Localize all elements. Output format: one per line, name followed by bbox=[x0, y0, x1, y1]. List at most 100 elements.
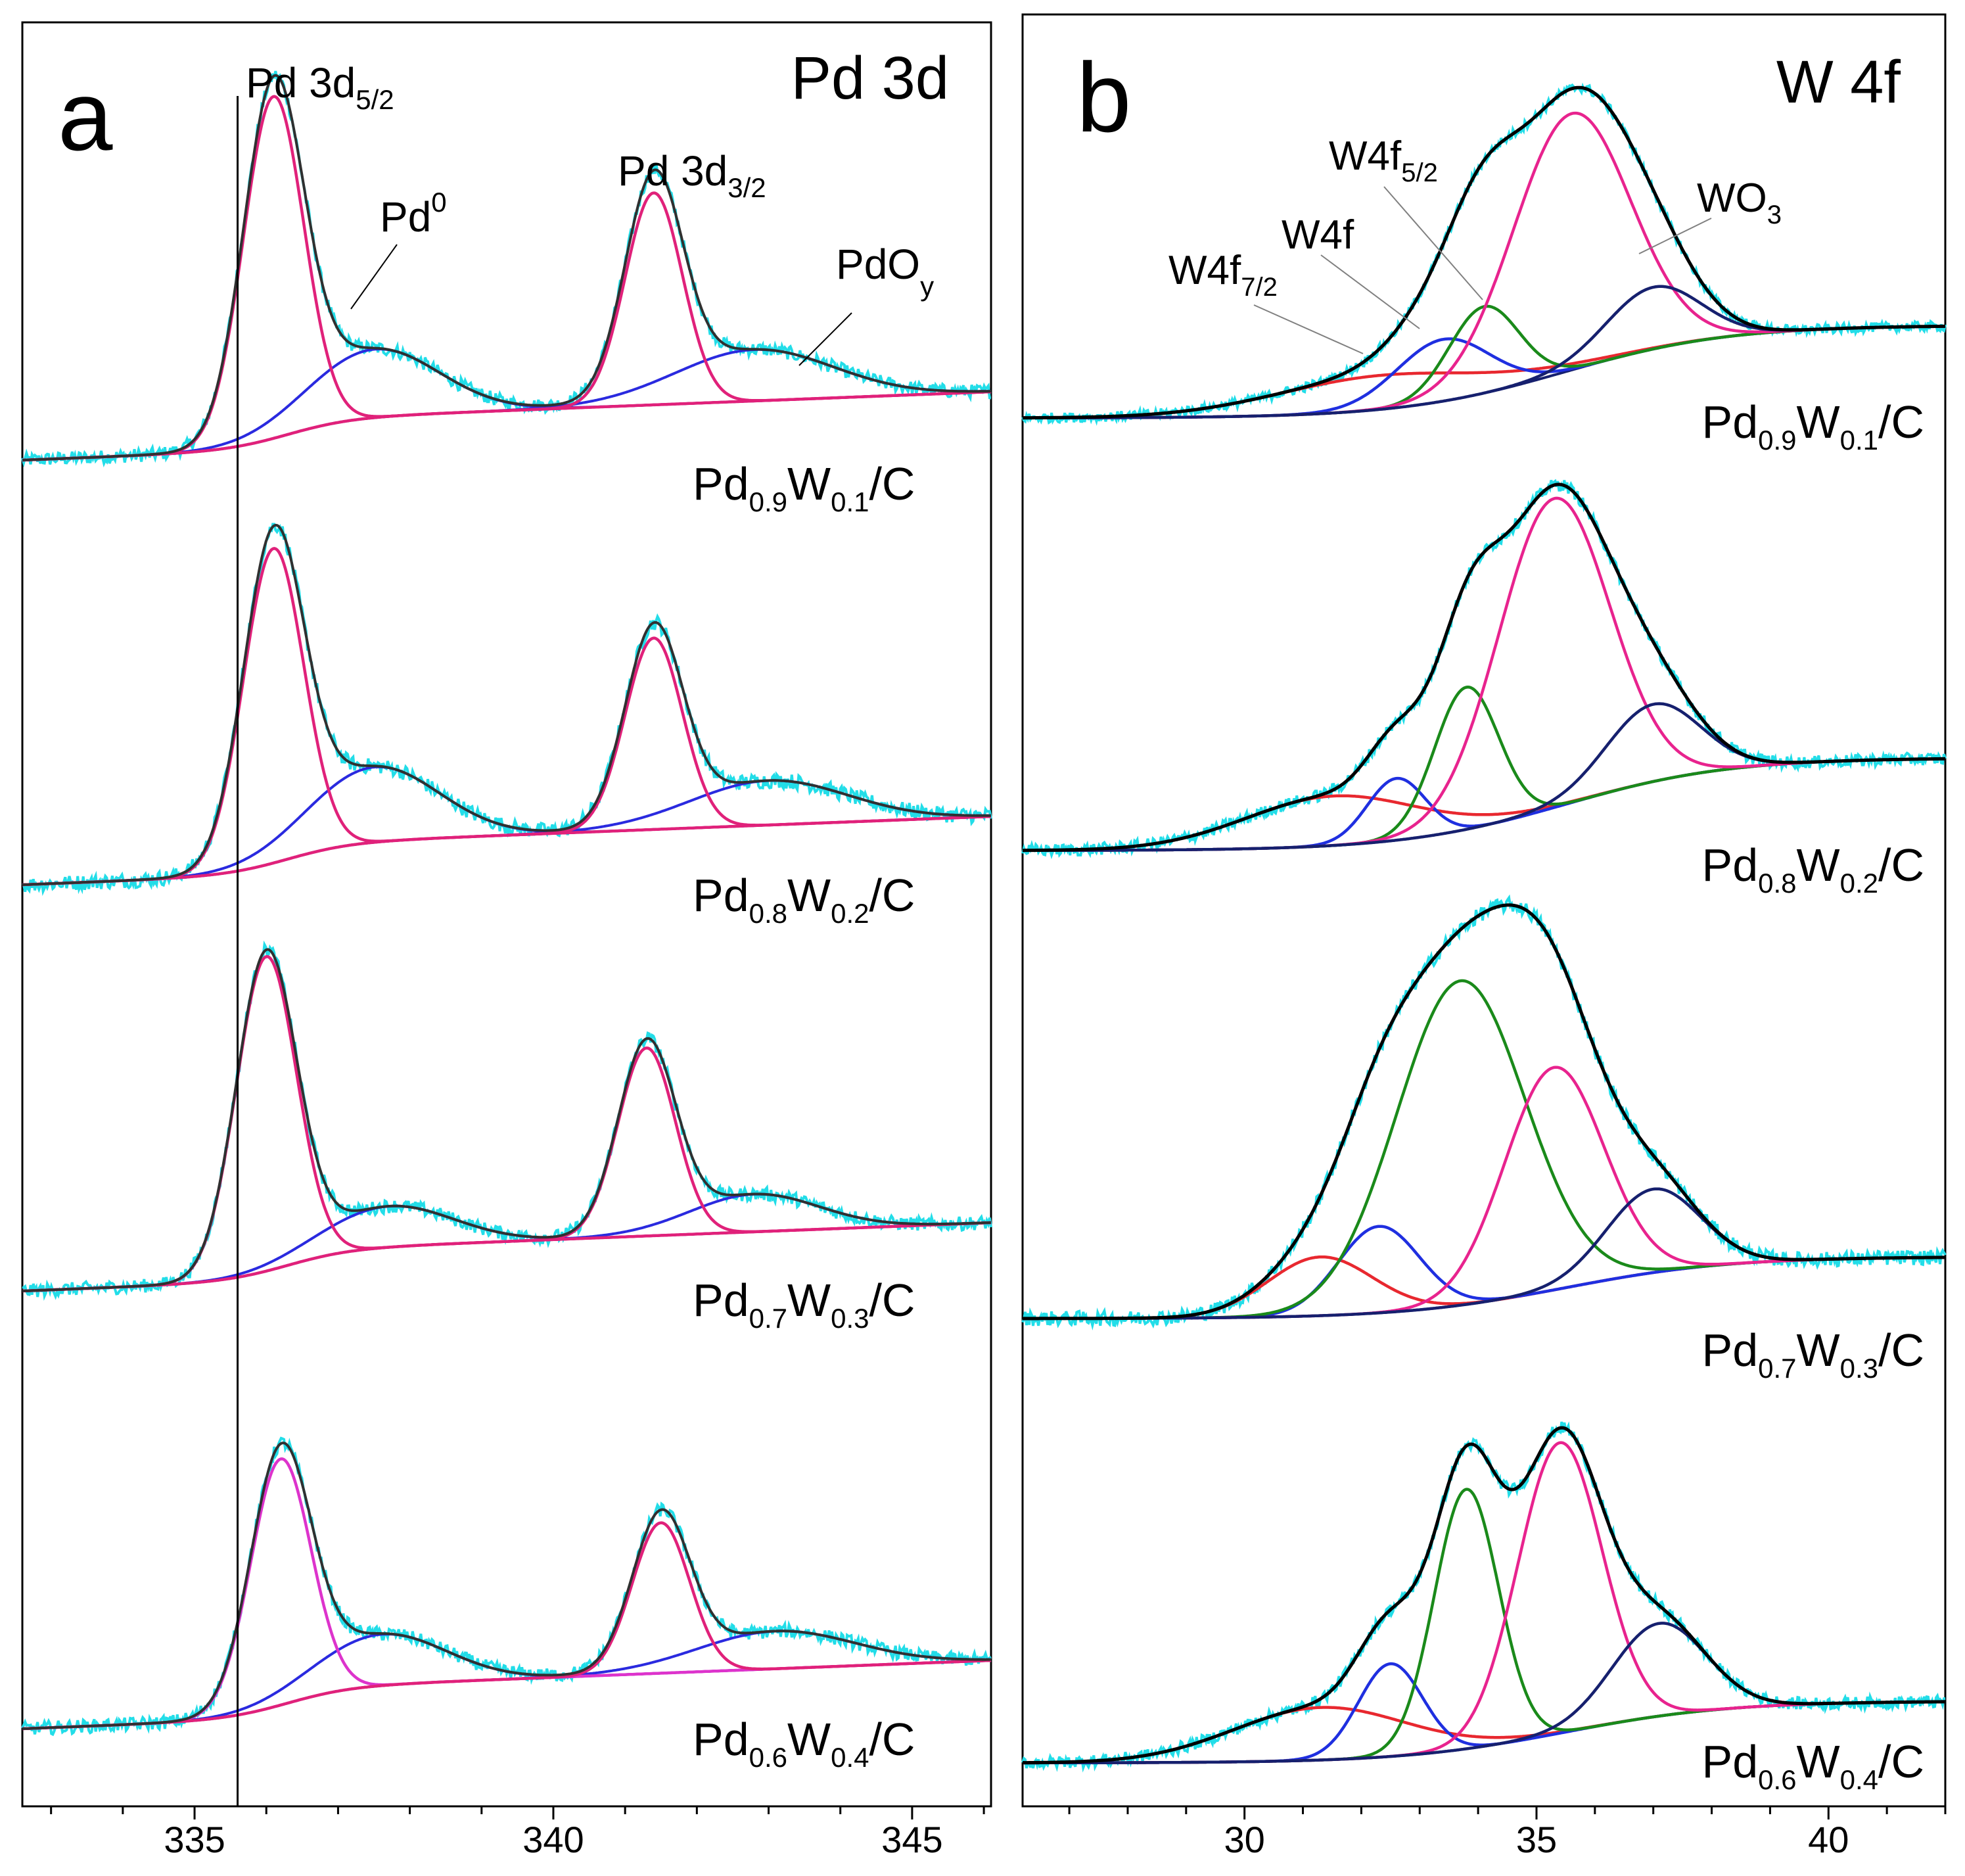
component-b-2-blue bbox=[1023, 1225, 1945, 1321]
pd0-component-a-0-1 bbox=[22, 191, 992, 462]
sample-label-b-0-c: W bbox=[1797, 396, 1840, 448]
sample-label-a-2-d: 0.3 bbox=[831, 1303, 869, 1334]
sample-label-a-2-e: /C bbox=[869, 1275, 915, 1326]
pd0-component-a-3-0 bbox=[22, 1457, 992, 1731]
sample-label-a-3-c: W bbox=[787, 1714, 831, 1765]
sample-label-b-2-a: Pd bbox=[1702, 1325, 1759, 1376]
annotation-w4f72-leader bbox=[1253, 304, 1364, 354]
component-b-3-green bbox=[1023, 1488, 1945, 1765]
pd0-component-a-2-1 bbox=[22, 1046, 992, 1293]
raw-spectrum-b-1 bbox=[1021, 479, 1947, 860]
pd0-component-a-3-1 bbox=[22, 1521, 992, 1731]
sample-label-b-1-a: Pd bbox=[1702, 839, 1759, 891]
panel-b-x-axis: 30 35 40 bbox=[1068, 1806, 1947, 1860]
background-b-2 bbox=[1023, 1255, 1945, 1320]
sample-label-b-3-a: Pd bbox=[1702, 1736, 1759, 1787]
panel-a-title: Pd 3d bbox=[791, 45, 949, 112]
sample-label-a-3-e: /C bbox=[869, 1714, 915, 1765]
total-fit-b-0 bbox=[1022, 85, 1946, 420]
sample-label-a-3-d: 0.4 bbox=[831, 1742, 869, 1773]
sample-label-a-1-b: 0.8 bbox=[749, 898, 787, 929]
sample-label-b-3: Pd0.6W0.4/C bbox=[1702, 1736, 1924, 1795]
sample-label-b-3-e: /C bbox=[1878, 1736, 1924, 1787]
sample-label-a-2: Pd0.7W0.3/C bbox=[693, 1275, 915, 1334]
annotation-w4f: W4f bbox=[1282, 212, 1354, 258]
total-fit-a-3 bbox=[22, 1442, 991, 1730]
raw-spectrum-a-3 bbox=[21, 1436, 992, 1737]
annotation-wo3-main: WO bbox=[1697, 176, 1767, 221]
raw-spectrum-a-2 bbox=[22, 940, 992, 1301]
annotation-pdoy-main: PdO bbox=[836, 241, 920, 288]
sample-label-b-1-e: /C bbox=[1878, 839, 1924, 891]
sample-label-b-0-a: Pd bbox=[1702, 396, 1759, 448]
annotation-w4f72: W4f7/2 bbox=[1168, 248, 1278, 302]
total-fit-a-0 bbox=[22, 74, 992, 461]
sample-label-b-3-b: 0.6 bbox=[1758, 1764, 1796, 1795]
sample-label-b-2-b: 0.7 bbox=[1758, 1353, 1796, 1384]
component-b-2-magenta bbox=[1023, 1066, 1945, 1321]
sample-label-b-2-e: /C bbox=[1878, 1325, 1924, 1376]
sample-label-b-1-d: 0.2 bbox=[1840, 868, 1878, 899]
sample-label-a-0-b: 0.9 bbox=[749, 486, 787, 517]
annotation-pdoy: PdOy bbox=[836, 241, 934, 302]
sample-label-b-2-d: 0.3 bbox=[1840, 1353, 1878, 1384]
sample-label-b-1: Pd0.8W0.2/C bbox=[1702, 839, 1924, 899]
panel-a-x-axis: 335 340 345 bbox=[50, 1806, 985, 1860]
tick-label-a-340: 340 bbox=[522, 1819, 584, 1860]
sample-label-a-1-a: Pd bbox=[693, 870, 749, 921]
component-b-2-red bbox=[1023, 1255, 1945, 1321]
sample-label-a-0: Pd0.9W0.1/C bbox=[693, 458, 915, 517]
annotation-w4f52-main: W4f bbox=[1329, 133, 1402, 179]
pd0-component-a-1-1 bbox=[22, 636, 992, 887]
sample-label-a-3-a: Pd bbox=[693, 1714, 749, 1765]
panel-b-letter: b bbox=[1076, 42, 1131, 152]
panel-a-pd3d: 335 340 345 a Pd 3d Pd 3d5/2 Pd 3d3/2 Pd0 … bbox=[21, 21, 992, 1860]
sample-label-b-0-e: /C bbox=[1878, 396, 1924, 448]
raw-spectrum-b-2 bbox=[1021, 894, 1947, 1330]
component-b-2-green bbox=[1023, 979, 1945, 1321]
tick-label-a-335: 335 bbox=[164, 1819, 225, 1860]
annotation-w4f72-sub: 7/2 bbox=[1241, 273, 1278, 302]
component-b-3-magenta bbox=[1023, 1441, 1945, 1765]
annotation-pd0-sup: 0 bbox=[431, 187, 446, 218]
sample-label-a-3-b: 0.6 bbox=[749, 1742, 787, 1773]
sample-label-a-1-d: 0.2 bbox=[831, 898, 869, 929]
annotation-pd3d52: Pd 3d5/2 bbox=[246, 59, 394, 115]
total-fit-a-2 bbox=[22, 948, 992, 1292]
tick-label-b-30: 30 bbox=[1224, 1819, 1265, 1860]
annotation-pd3d32-sub: 3/2 bbox=[728, 172, 766, 203]
sample-label-a-0-c: W bbox=[787, 458, 831, 509]
tick-label-b-40: 40 bbox=[1808, 1819, 1849, 1860]
panel-b-w4f: 30 35 40 b W 4f W4f7/2 W4f W4f5/2 WO3 Pd0.… bbox=[1021, 13, 1947, 1860]
annotation-pdoy-sub: y bbox=[920, 271, 934, 302]
panel-b-sample-labels: Pd0.9W0.1/CPd0.8W0.2/CPd0.7W0.3/CPd0.6W0… bbox=[1702, 396, 1924, 1795]
panel-a-sample-labels: Pd0.9W0.1/CPd0.8W0.2/CPd0.7W0.3/CPd0.6W0… bbox=[693, 458, 915, 1773]
annotation-pd0-leader bbox=[350, 244, 398, 310]
sample-label-a-2-c: W bbox=[787, 1275, 831, 1326]
sample-label-b-3-d: 0.4 bbox=[1840, 1764, 1878, 1795]
sample-label-a-2-b: 0.7 bbox=[749, 1303, 787, 1334]
sample-label-b-2: Pd0.7W0.3/C bbox=[1702, 1325, 1924, 1384]
sample-label-b-3-c: W bbox=[1797, 1736, 1840, 1787]
annotation-wo3-sub: 3 bbox=[1767, 200, 1782, 229]
total-fit-b-1 bbox=[1023, 482, 1946, 853]
sample-label-b-1-c: W bbox=[1797, 839, 1840, 891]
annotation-w4f52: W4f5/2 bbox=[1329, 133, 1438, 187]
tick-label-b-35: 35 bbox=[1516, 1819, 1557, 1860]
annotation-w4f52-sub: 5/2 bbox=[1401, 158, 1438, 187]
annotation-pd0: Pd0 bbox=[380, 187, 447, 241]
annotation-w4f72-main: W4f bbox=[1168, 248, 1241, 293]
annotation-pd3d52-sub: 5/2 bbox=[356, 84, 394, 115]
panel-a-curves bbox=[21, 70, 992, 1737]
annotation-pd0-main: Pd bbox=[380, 193, 431, 241]
sample-label-b-0: Pd0.9W0.1/C bbox=[1702, 396, 1924, 456]
total-fit-a-1 bbox=[22, 523, 991, 886]
tick-label-a-345: 345 bbox=[881, 1819, 942, 1860]
sample-label-a-0-e: /C bbox=[869, 458, 915, 509]
panel-b-title: W 4f bbox=[1776, 49, 1901, 116]
annotation-wo3: WO3 bbox=[1697, 176, 1782, 229]
annotation-pdoy-leader bbox=[798, 312, 852, 366]
sample-label-b-0-d: 0.1 bbox=[1840, 425, 1878, 456]
sample-label-b-1-b: 0.8 bbox=[1758, 868, 1796, 899]
